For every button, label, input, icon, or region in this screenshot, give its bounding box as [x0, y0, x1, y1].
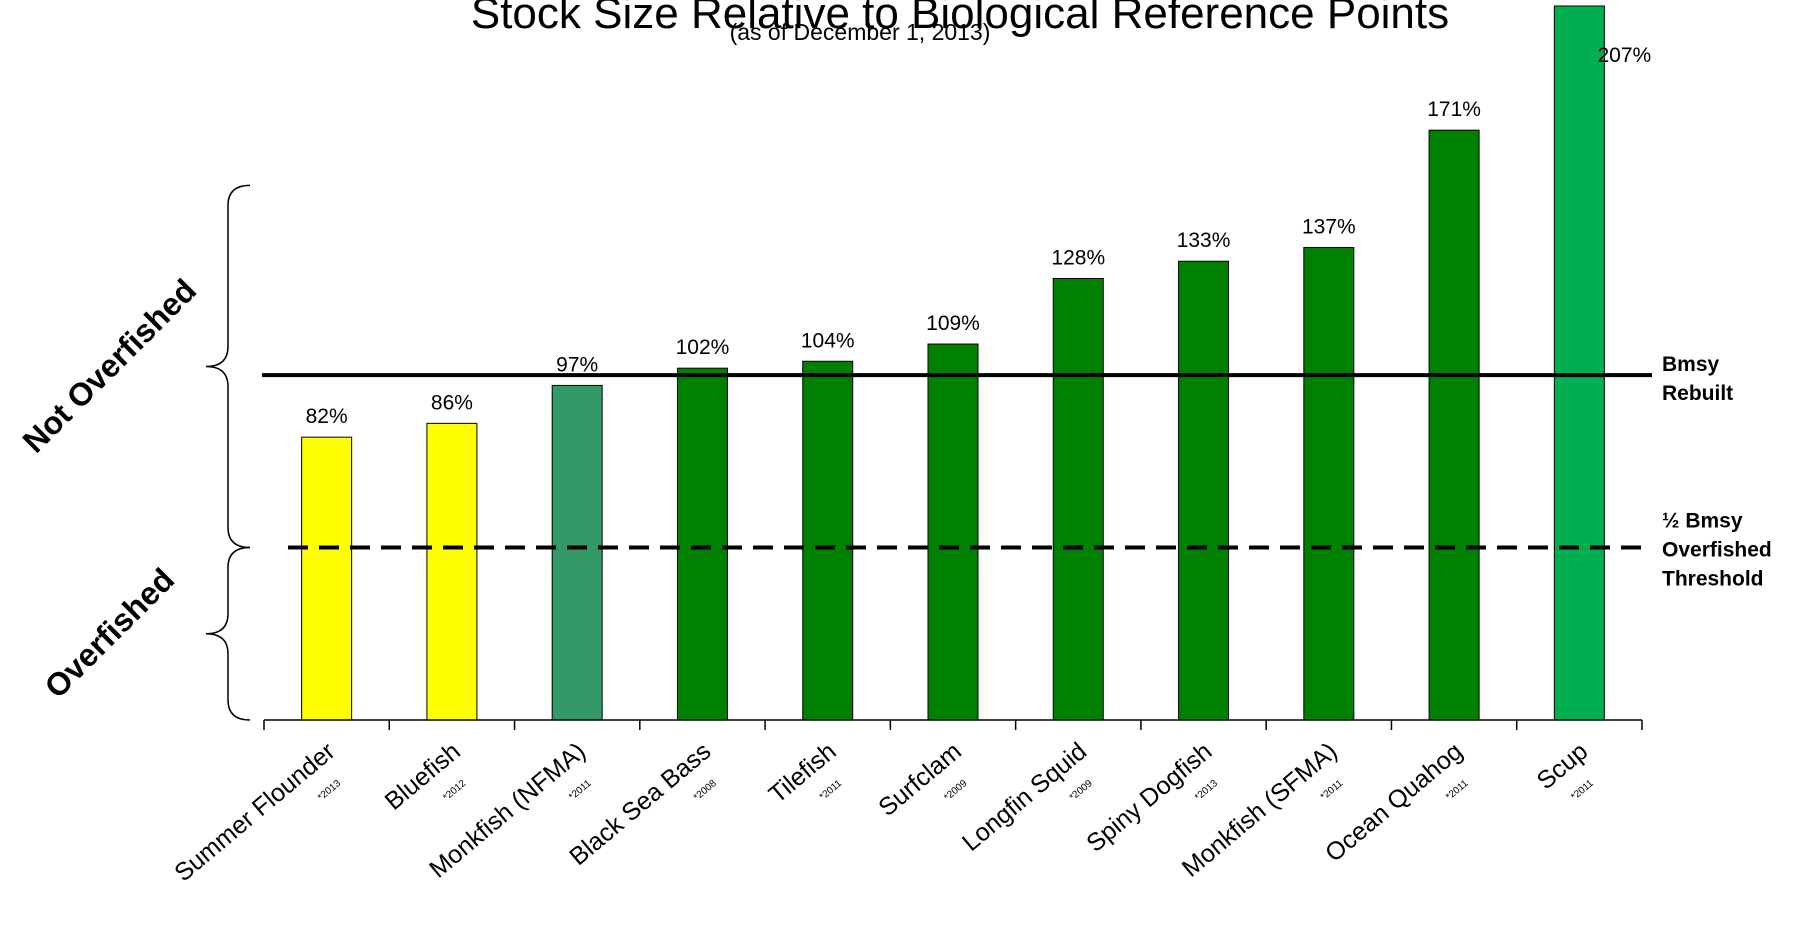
- category-name-summer-flounder: Summer Flounder: [169, 737, 340, 887]
- reference-label-threshold: Threshold: [1662, 568, 1764, 591]
- bar-summer-flounder: [301, 436, 353, 721]
- value-label-monkfish-sfma: 137%: [1302, 215, 1356, 238]
- value-label-longfin-squid: 128%: [1051, 246, 1105, 269]
- category-name-surfclam: Surfclam: [873, 737, 967, 822]
- chart-title: Stock Size Relative to Biological Refere…: [471, 0, 1449, 38]
- assessment-year-black-sea-bass: *2008: [692, 778, 719, 804]
- zone-text-not-overfished: Not Overfished: [15, 272, 203, 460]
- bracket-overfished: [205, 546, 251, 721]
- value-label-tilefish: 104%: [801, 329, 855, 352]
- value-label-black-sea-bass: 102%: [676, 336, 730, 359]
- x-axis: [263, 719, 1643, 730]
- value-label-monkfish-nfma: 97%: [556, 353, 598, 376]
- bar-longfin-squid: [1052, 277, 1104, 721]
- assessment-year-ocean-quahog: *2011: [1444, 778, 1471, 803]
- bar-tilefish: [802, 360, 854, 721]
- assessment-year-tilefish: *2011: [818, 778, 845, 803]
- bar-monkfish-nfma: [551, 384, 603, 721]
- category-label-longfin-squid: Longfin Squid*2009: [957, 737, 1095, 857]
- category-labels: Summer Flounder*2013 Bluefish*2012Monkfis…: [169, 737, 1597, 887]
- reference-label-bmsy: Bmsy: [1662, 353, 1720, 376]
- value-label-spiny-dogfish: 133%: [1177, 229, 1231, 252]
- value-label-surfclam: 109%: [926, 312, 980, 335]
- reference-label-overfished: Overfished: [1662, 539, 1772, 562]
- bar-spiny-dogfish: [1178, 260, 1230, 721]
- bar-bluefish: [426, 422, 478, 721]
- assessment-year-bluefish: *2012: [441, 778, 468, 804]
- assessment-year-scup: *2011: [1569, 778, 1596, 803]
- zone-label-not-overfished: Not Overfished: [15, 272, 203, 460]
- category-label-ocean-quahog: Ocean Quahog*2011: [1320, 737, 1471, 867]
- category-label-surfclam: Surfclam*2009: [873, 737, 969, 822]
- bar-ocean-quahog: [1428, 129, 1480, 721]
- assessment-year-longfin-squid: *2009: [1068, 778, 1095, 804]
- reference-lines: Bmsy Rebuilt ½ Bmsy Overfished Threshold: [262, 353, 1772, 591]
- assessment-year-monkfish-nfma: *2011: [567, 778, 594, 803]
- assessment-year-summer-flounder: *2013: [316, 778, 343, 804]
- zone-brackets: Not Overfished Overfished: [15, 184, 251, 721]
- zone-label-overfished: Overfished: [37, 561, 181, 705]
- value-label-summer-flounder: 82%: [306, 405, 348, 428]
- value-label-bluefish: 86%: [431, 391, 473, 414]
- category-name-ocean-quahog: Ocean Quahog: [1320, 737, 1468, 867]
- category-name-bluefish: Bluefish: [380, 737, 466, 816]
- value-labels: 82% 86% 97% 102% 104% 109% 128% 133% 137% 171% 207…: [306, 44, 1652, 428]
- reference-label-bmsy: ½ Bmsy: [1662, 510, 1743, 533]
- value-label-ocean-quahog: 171%: [1427, 98, 1481, 121]
- chart-subtitle: (as of December 1, 2013): [730, 19, 991, 45]
- bar-monkfish-sfma: [1303, 246, 1355, 721]
- assessment-year-spiny-dogfish: *2013: [1193, 778, 1220, 804]
- bar-black-sea-bass: [676, 367, 728, 721]
- reference-label-rebuilt: Rebuilt: [1662, 382, 1733, 405]
- category-label-scup: Scup*2011: [1532, 737, 1597, 803]
- assessment-year-surfclam: *2009: [942, 778, 969, 804]
- bar-scup: [1553, 5, 1605, 721]
- bars-group: [301, 5, 1605, 721]
- category-label-tilefish: Tilefish*2011: [764, 737, 845, 809]
- bar-surfclam: [927, 343, 979, 721]
- value-label-scup: 207%: [1598, 44, 1652, 67]
- category-label-bluefish: Bluefish*2012: [380, 737, 469, 816]
- category-label-summer-flounder: Summer Flounder*2013: [169, 737, 343, 887]
- bracket-not-overfished: [205, 184, 251, 549]
- zone-text-overfished: Overfished: [37, 561, 181, 705]
- assessment-year-monkfish-sfma: *2011: [1319, 778, 1346, 803]
